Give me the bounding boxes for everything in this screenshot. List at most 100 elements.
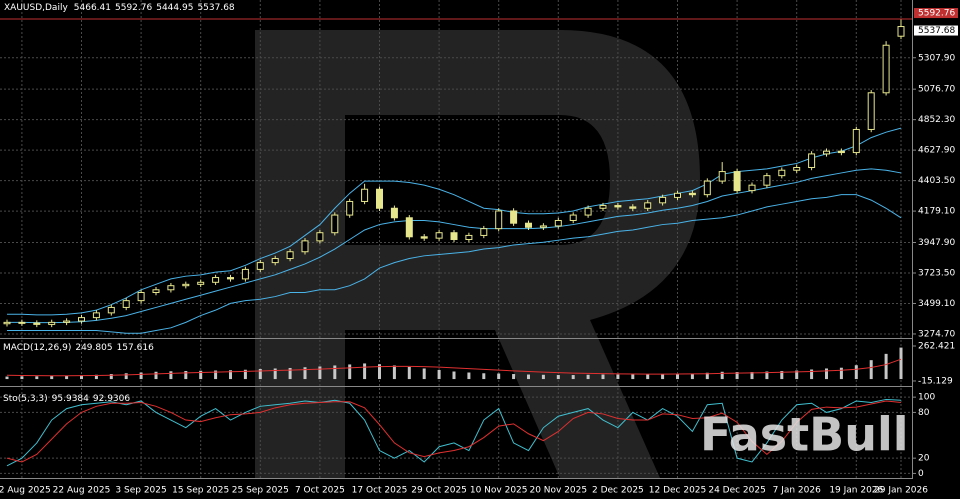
macd-bar [884,353,888,380]
close: 5537.68 [197,3,234,13]
candle-body [539,225,547,228]
macd-bar [810,369,814,380]
candle-body [316,232,324,242]
y-tick-label: 3499.10 [918,299,955,309]
candle-body [525,222,532,228]
candle-body [361,188,369,202]
k-value: 95.9384 [52,394,89,404]
candle-body [376,188,383,209]
macd-header: MACD(12,26,9) 249.805 157.616 [3,343,154,353]
candle-body [718,171,726,182]
candle-body [137,291,145,302]
x-tick-label: 17 Oct 2025 [352,486,408,496]
x-tick-label: 22 Aug 2025 [53,486,111,496]
y-tick-label: 4403.50 [918,176,955,186]
candle-body [182,283,190,287]
y-tick-label: -15.129 [918,376,953,386]
candle-body [569,214,577,221]
macd-bar [780,371,784,380]
macd-value: 249.805 [75,343,112,353]
candle-body [227,277,234,280]
macd-bar [258,368,262,380]
macd-bar [795,370,799,380]
open: 5466.41 [74,3,111,13]
candle-body [122,300,130,308]
watermark-logo [255,30,700,478]
band-line [7,127,902,316]
candle-body [33,322,41,325]
macd-bar [229,370,232,380]
candle-body [584,207,592,216]
candle-body [659,196,667,204]
candle-body [405,217,413,238]
macd-bar [735,372,739,380]
macd-bar [109,374,113,380]
macd-bar [169,371,173,380]
candle-body [256,262,264,270]
x-tick-label: 12 Dec 2025 [649,486,707,496]
candle-body [271,258,279,264]
x-tick-label: 3 Sep 2025 [115,486,166,496]
candle-body [435,232,443,239]
x-tick-label: 25 Sep 2025 [232,486,289,496]
macd-bar [363,363,367,380]
macd-bar [631,374,635,380]
macd-bar [303,367,307,380]
macd-bar [676,373,679,380]
macd-bar [869,360,873,380]
y-tick-label: 262.421 [918,341,955,351]
macd-bar [199,370,203,380]
macd-bar [407,366,411,380]
stoch-line [6,398,902,467]
candle-body [152,289,160,293]
macd-bar [437,369,441,380]
candle-body [688,192,696,196]
price-label: 5537.68 [918,26,955,36]
macd-bar [65,375,69,380]
candle-body [107,306,115,314]
candle-body [3,321,11,325]
y-tick-label: 20 [918,454,930,464]
x-tick-label: 12 Aug 2025 [0,486,51,496]
price-label-box [914,25,958,36]
candle-body [793,167,801,171]
candle-body [882,44,890,94]
macd-bar [556,375,560,380]
x-tick-label: 29 Jan 2026 [874,486,928,496]
y-tick-label: 80 [918,408,930,418]
macd-title: MACD(12,26,9) [3,343,71,353]
macd-bar [497,373,501,380]
macd-bar [452,371,456,380]
y-tick-label: 3947.90 [918,238,955,248]
high-label: 5592.76 [918,9,955,19]
y-tick-label: 0 [918,469,924,479]
candle-body [852,128,860,154]
macd-bar [333,365,337,380]
x-tick-label: 2 Dec 2025 [592,486,644,496]
candle-body [748,184,756,192]
macd-bar [378,364,381,380]
low: 5444.95 [156,3,193,13]
macd-bar [661,374,665,380]
candle-body [480,228,488,236]
candle-body [554,219,562,227]
candle-body [703,180,711,196]
macd-bar [154,371,158,380]
candle-body [867,92,875,130]
candle-body [78,317,85,322]
x-tick-label: 24 Dec 2025 [708,486,766,496]
candle-body [48,321,56,325]
candle-body [197,281,205,285]
x-tick-label: 19 Jan 2026 [829,486,883,496]
y-tick-label: 3274.70 [918,329,955,339]
macd-bar [527,374,530,380]
y-tick-label: 4852.30 [918,115,955,125]
y-tick-label: 5307.90 [918,53,955,63]
macd-bar [94,374,98,380]
candle-body [837,150,845,154]
x-tick-label: 29 Oct 2025 [411,486,467,496]
candle-body [510,210,518,224]
d-value: 92.9306 [93,394,130,404]
